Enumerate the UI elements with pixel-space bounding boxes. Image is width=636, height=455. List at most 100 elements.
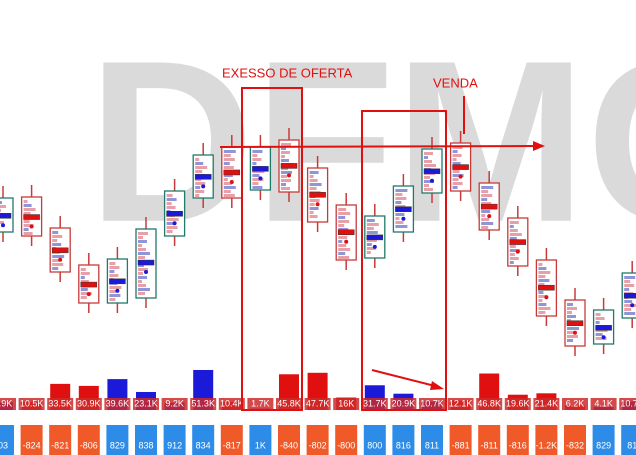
- delta-label: -840: [280, 440, 298, 450]
- volume-label: 10.7K: [420, 398, 444, 408]
- footprint-bar: [166, 194, 173, 197]
- footprint-bar: [424, 180, 434, 183]
- footprint-bar: [223, 178, 228, 181]
- delta-block: [592, 425, 615, 455]
- footprint-bar: [452, 174, 464, 177]
- volume-label-bg: [75, 398, 102, 410]
- footprint-bar: [395, 201, 402, 204]
- footprint-bar: [624, 312, 636, 315]
- volume-label: 12.1K: [449, 398, 473, 408]
- volume-label: 10.5K: [20, 398, 44, 408]
- delta-label: 816: [396, 440, 411, 450]
- delta-block: [135, 425, 157, 455]
- footprint-bar: [481, 198, 488, 201]
- footprint-bar: [509, 249, 520, 252]
- vwap-dot: [458, 174, 463, 179]
- volume-label: 1.7K: [251, 398, 270, 408]
- footprint-bar: [538, 303, 547, 306]
- volume-row: 9.9K 10.5K 33.5K 30.9K 39.6K 23.1K 9.2K 51.3K 10…: [0, 369, 636, 410]
- poc-bar: [395, 206, 412, 212]
- delta-block: [478, 425, 501, 455]
- footprint-bar: [52, 267, 59, 270]
- poc-bar: [366, 234, 384, 241]
- vwap-dot: [630, 303, 635, 308]
- vwap-dot: [115, 288, 120, 293]
- footprint-bar: [624, 308, 632, 311]
- volume-label: 23.1K: [134, 398, 158, 408]
- footprint-bar: [309, 187, 317, 190]
- volume-label-bg: [190, 398, 217, 410]
- footprint-bar: [538, 267, 547, 270]
- footprint-bar: [109, 290, 117, 293]
- highlight-box: [361, 110, 447, 411]
- footprint-bar: [595, 317, 605, 320]
- footprint-bar: [52, 235, 63, 238]
- volume-label-bg: [590, 398, 617, 410]
- footprint-bar: [109, 294, 121, 297]
- volume-label: 9.2K: [165, 398, 184, 408]
- volume-label: 39.6K: [106, 398, 130, 408]
- footprint-bar: [452, 170, 460, 173]
- footprint-bar: [395, 213, 405, 216]
- footprint-bar: [80, 268, 86, 271]
- footprint-bar: [166, 198, 177, 201]
- footprint-bar: [452, 146, 463, 149]
- delta-block: [0, 425, 14, 455]
- footprint-bar: [252, 150, 263, 153]
- footprint-bar: [509, 237, 517, 240]
- footprint-bar: [509, 253, 515, 256]
- candles: [0, 128, 636, 356]
- volume-label-bg: [47, 398, 74, 410]
- footprint-bar: [80, 296, 87, 299]
- vwap-dot: [372, 244, 377, 249]
- vwap-dot: [229, 179, 234, 184]
- vwap-dot: [601, 335, 606, 340]
- footprint-bar: [509, 261, 514, 264]
- delta-label: -824: [23, 440, 41, 450]
- footprint-bar: [509, 221, 519, 224]
- delta-label: -817: [223, 440, 241, 450]
- footprint-bar: [395, 197, 407, 200]
- footprint-bar: [109, 262, 116, 265]
- footprint-bar: [309, 215, 318, 218]
- footprint-bar: [223, 166, 234, 169]
- delta-label: 03: [0, 440, 8, 450]
- annotation: EXESSO DE OFERTA: [222, 65, 353, 80]
- footprint-bar: [452, 158, 457, 161]
- footprint-bar: [481, 194, 493, 197]
- footprint-bar: [195, 182, 206, 185]
- footprint-bar: [481, 218, 490, 221]
- delta-block: [163, 425, 186, 455]
- footprint-bar: [138, 244, 142, 247]
- footprint-bar: [138, 252, 150, 255]
- footprint-bar: [138, 268, 148, 271]
- volume-label-bg: [304, 398, 331, 410]
- delta-block: [220, 425, 243, 455]
- footprint-bar: [80, 288, 88, 291]
- footprint-bar: [252, 182, 259, 185]
- footprint-bar: [338, 212, 351, 215]
- footprint-bar: [538, 263, 543, 266]
- footprint-bar: [223, 154, 231, 157]
- footprint-bar: [52, 243, 62, 246]
- footprint-bar: [567, 303, 573, 306]
- footprint-bar: [509, 229, 518, 232]
- footprint-bar: [424, 176, 430, 179]
- delta-block: [564, 425, 586, 455]
- footprint-bar: [138, 284, 146, 287]
- footprint-bar: [281, 183, 286, 186]
- delta-label: -800: [337, 440, 355, 450]
- delta-label: 912: [167, 440, 182, 450]
- footprint-bar: [338, 216, 346, 219]
- footprint-bar: [366, 243, 372, 246]
- footprint-bar: [481, 190, 489, 193]
- volume-label-bg: [533, 398, 560, 410]
- footprint-bar: [138, 236, 143, 239]
- delta-block: [506, 425, 529, 455]
- footprint-bar: [281, 159, 289, 162]
- footprint-bar: [452, 178, 459, 181]
- footprint-bar: [567, 307, 577, 310]
- footprint-bar: [366, 219, 375, 222]
- footprint-bar: [538, 295, 548, 298]
